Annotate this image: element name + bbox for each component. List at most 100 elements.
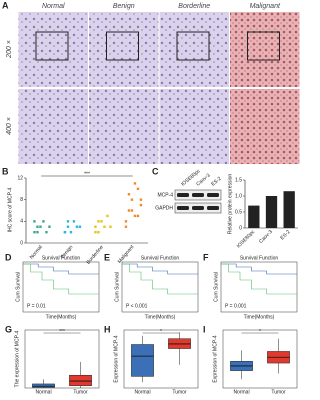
blot-label: GAPDH <box>155 205 173 211</box>
point <box>72 220 76 223</box>
panel-label: B <box>2 166 9 176</box>
lane-label: ES-2 <box>210 176 223 188</box>
column-label: Normal <box>42 3 65 10</box>
curve <box>122 263 198 275</box>
significance: *** <box>59 329 65 335</box>
y-tick-label: 1.0 <box>235 193 242 199</box>
plot-title: Survival Function <box>42 255 81 261</box>
plot-frame <box>121 261 199 313</box>
point <box>36 225 39 228</box>
x-tick-label: Tumor <box>73 389 88 395</box>
curve <box>23 263 99 295</box>
y-tick-label: 1.5 <box>235 177 242 183</box>
y-axis-label: Expression of MCP-4 <box>113 335 119 382</box>
point <box>66 220 70 223</box>
x-tick-label: Tumor <box>172 389 187 395</box>
point <box>133 182 137 185</box>
row-label: 400 × <box>6 117 13 135</box>
band <box>177 193 189 197</box>
point <box>39 225 42 228</box>
panel-label: A <box>2 0 9 10</box>
box <box>69 374 92 386</box>
panel-label: F <box>203 252 209 262</box>
x-axis-label: Time(Months) <box>46 314 77 320</box>
panel-label: I <box>203 324 206 334</box>
bar <box>248 205 260 228</box>
point <box>94 225 97 228</box>
curve <box>23 263 99 275</box>
y-axis-label: IHC score of MCP-4 <box>7 187 13 232</box>
point <box>130 198 134 201</box>
point <box>42 220 45 223</box>
point <box>109 225 112 228</box>
point <box>69 230 73 234</box>
point <box>63 230 67 234</box>
significance: *** <box>84 171 90 177</box>
p-value: P < 0.001 <box>126 303 148 309</box>
point <box>139 198 143 201</box>
p-value: P = 0.01 <box>27 303 46 309</box>
column-label: Borderline <box>178 3 210 10</box>
x-tick-label: Normal <box>134 389 150 395</box>
bar <box>283 191 295 228</box>
significance: * <box>160 329 162 335</box>
x-tick-label: Borderline <box>86 244 105 265</box>
x-tick-label: IOSE80pc <box>236 229 257 250</box>
curve <box>122 263 198 295</box>
band <box>207 193 219 197</box>
y-tick-label: 0 <box>239 225 242 231</box>
blot-label: MCP-4 <box>157 192 173 198</box>
point <box>127 193 131 196</box>
panel-label: C <box>152 166 159 176</box>
y-tick-label: 4 <box>20 219 23 225</box>
inset-box <box>106 31 139 61</box>
micrograph <box>159 89 229 164</box>
plot-frame <box>22 261 100 313</box>
point <box>33 230 36 234</box>
band <box>192 206 204 210</box>
x-axis-label: Time(Months) <box>244 314 275 320</box>
panel-label: H <box>104 324 111 334</box>
significance: * <box>259 329 261 335</box>
point <box>36 230 39 234</box>
micrograph <box>159 12 229 87</box>
band <box>192 193 204 197</box>
x-axis-label: Time(Months) <box>145 314 176 320</box>
point <box>136 214 140 218</box>
y-tick-label: 8 <box>20 197 23 203</box>
plot-frame <box>24 329 100 389</box>
y-tick-label: 12 <box>17 175 23 181</box>
point <box>139 203 143 207</box>
column-label: Benign <box>113 3 135 10</box>
plot-frame <box>222 329 298 389</box>
p-value: P = 0.001 <box>225 303 247 309</box>
column-label: Malignant <box>250 3 281 10</box>
x-tick-label: Caov-3 <box>258 229 274 245</box>
point <box>124 220 128 223</box>
box <box>32 383 55 388</box>
inset-box <box>35 31 69 61</box>
point <box>78 225 82 228</box>
box <box>131 344 154 377</box>
point <box>75 225 79 228</box>
row-label: 200 × <box>6 40 13 59</box>
y-axis-label: Expression of MCP-4 <box>212 335 218 382</box>
point <box>100 220 103 223</box>
point <box>124 225 128 228</box>
x-tick-label: Malignant <box>117 244 136 265</box>
inset-box <box>247 31 280 61</box>
y-axis-label: The expression of MCP-4 <box>14 330 20 387</box>
curve <box>221 263 297 295</box>
plot-title: Survival Function <box>141 255 180 261</box>
panel-label: E <box>104 252 110 262</box>
y-tick-label: 0.5 <box>235 209 242 215</box>
point <box>33 220 36 223</box>
point <box>130 209 134 212</box>
point <box>97 220 100 223</box>
y-axis-label: Cum Survival <box>15 272 21 302</box>
bar <box>265 196 278 228</box>
plot-frame <box>123 329 199 389</box>
x-tick-label: Normal <box>233 389 249 395</box>
point <box>103 225 106 228</box>
